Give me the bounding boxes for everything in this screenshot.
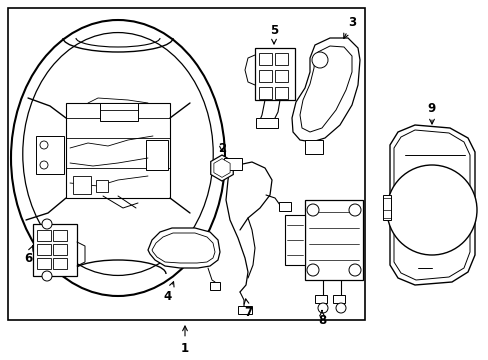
Text: 2: 2 — [218, 141, 225, 154]
Circle shape — [348, 264, 360, 276]
Bar — [259, 87, 271, 99]
Bar — [238, 306, 251, 314]
Polygon shape — [291, 38, 359, 142]
Polygon shape — [210, 155, 233, 181]
Ellipse shape — [11, 20, 224, 296]
Bar — [274, 70, 287, 82]
Circle shape — [335, 303, 346, 313]
Bar — [209, 282, 220, 290]
Bar — [53, 244, 67, 255]
Circle shape — [311, 52, 327, 68]
Bar — [53, 258, 67, 269]
Bar — [8, 8, 364, 320]
Polygon shape — [389, 125, 474, 285]
Bar — [53, 230, 67, 241]
Circle shape — [306, 204, 318, 216]
Bar — [259, 70, 271, 82]
Bar — [96, 180, 108, 192]
Bar — [37, 244, 51, 255]
Bar — [279, 202, 290, 211]
Text: 7: 7 — [244, 299, 251, 319]
Bar — [146, 140, 168, 170]
Bar — [36, 136, 64, 174]
Bar — [274, 87, 287, 99]
Bar — [274, 53, 287, 65]
Circle shape — [42, 271, 52, 281]
Polygon shape — [148, 228, 220, 268]
Polygon shape — [393, 130, 469, 280]
Text: 3: 3 — [343, 15, 355, 39]
Bar — [37, 230, 51, 241]
Circle shape — [348, 204, 360, 216]
Bar — [73, 176, 91, 194]
Bar — [382, 195, 390, 220]
Text: 9: 9 — [427, 102, 435, 124]
Circle shape — [386, 165, 476, 255]
Bar — [256, 118, 278, 128]
Bar — [33, 224, 77, 276]
Text: 5: 5 — [269, 23, 278, 44]
Text: 8: 8 — [317, 311, 325, 327]
Circle shape — [42, 219, 52, 229]
Ellipse shape — [23, 32, 213, 275]
Polygon shape — [213, 159, 230, 177]
Circle shape — [215, 162, 228, 175]
Bar — [37, 258, 51, 269]
Text: 4: 4 — [163, 282, 174, 302]
Polygon shape — [299, 46, 351, 132]
Text: 1: 1 — [181, 326, 189, 355]
Bar — [224, 158, 242, 170]
Bar — [305, 200, 362, 280]
Polygon shape — [152, 233, 215, 263]
Bar — [254, 48, 294, 100]
Circle shape — [306, 264, 318, 276]
Circle shape — [40, 141, 48, 149]
Bar — [314, 295, 326, 303]
Bar — [259, 53, 271, 65]
Bar — [305, 140, 323, 154]
Bar — [332, 295, 345, 303]
Bar — [66, 103, 170, 198]
Circle shape — [40, 161, 48, 169]
Bar — [100, 103, 138, 121]
Text: 6: 6 — [24, 246, 33, 265]
Bar — [285, 215, 305, 265]
Circle shape — [317, 303, 327, 313]
